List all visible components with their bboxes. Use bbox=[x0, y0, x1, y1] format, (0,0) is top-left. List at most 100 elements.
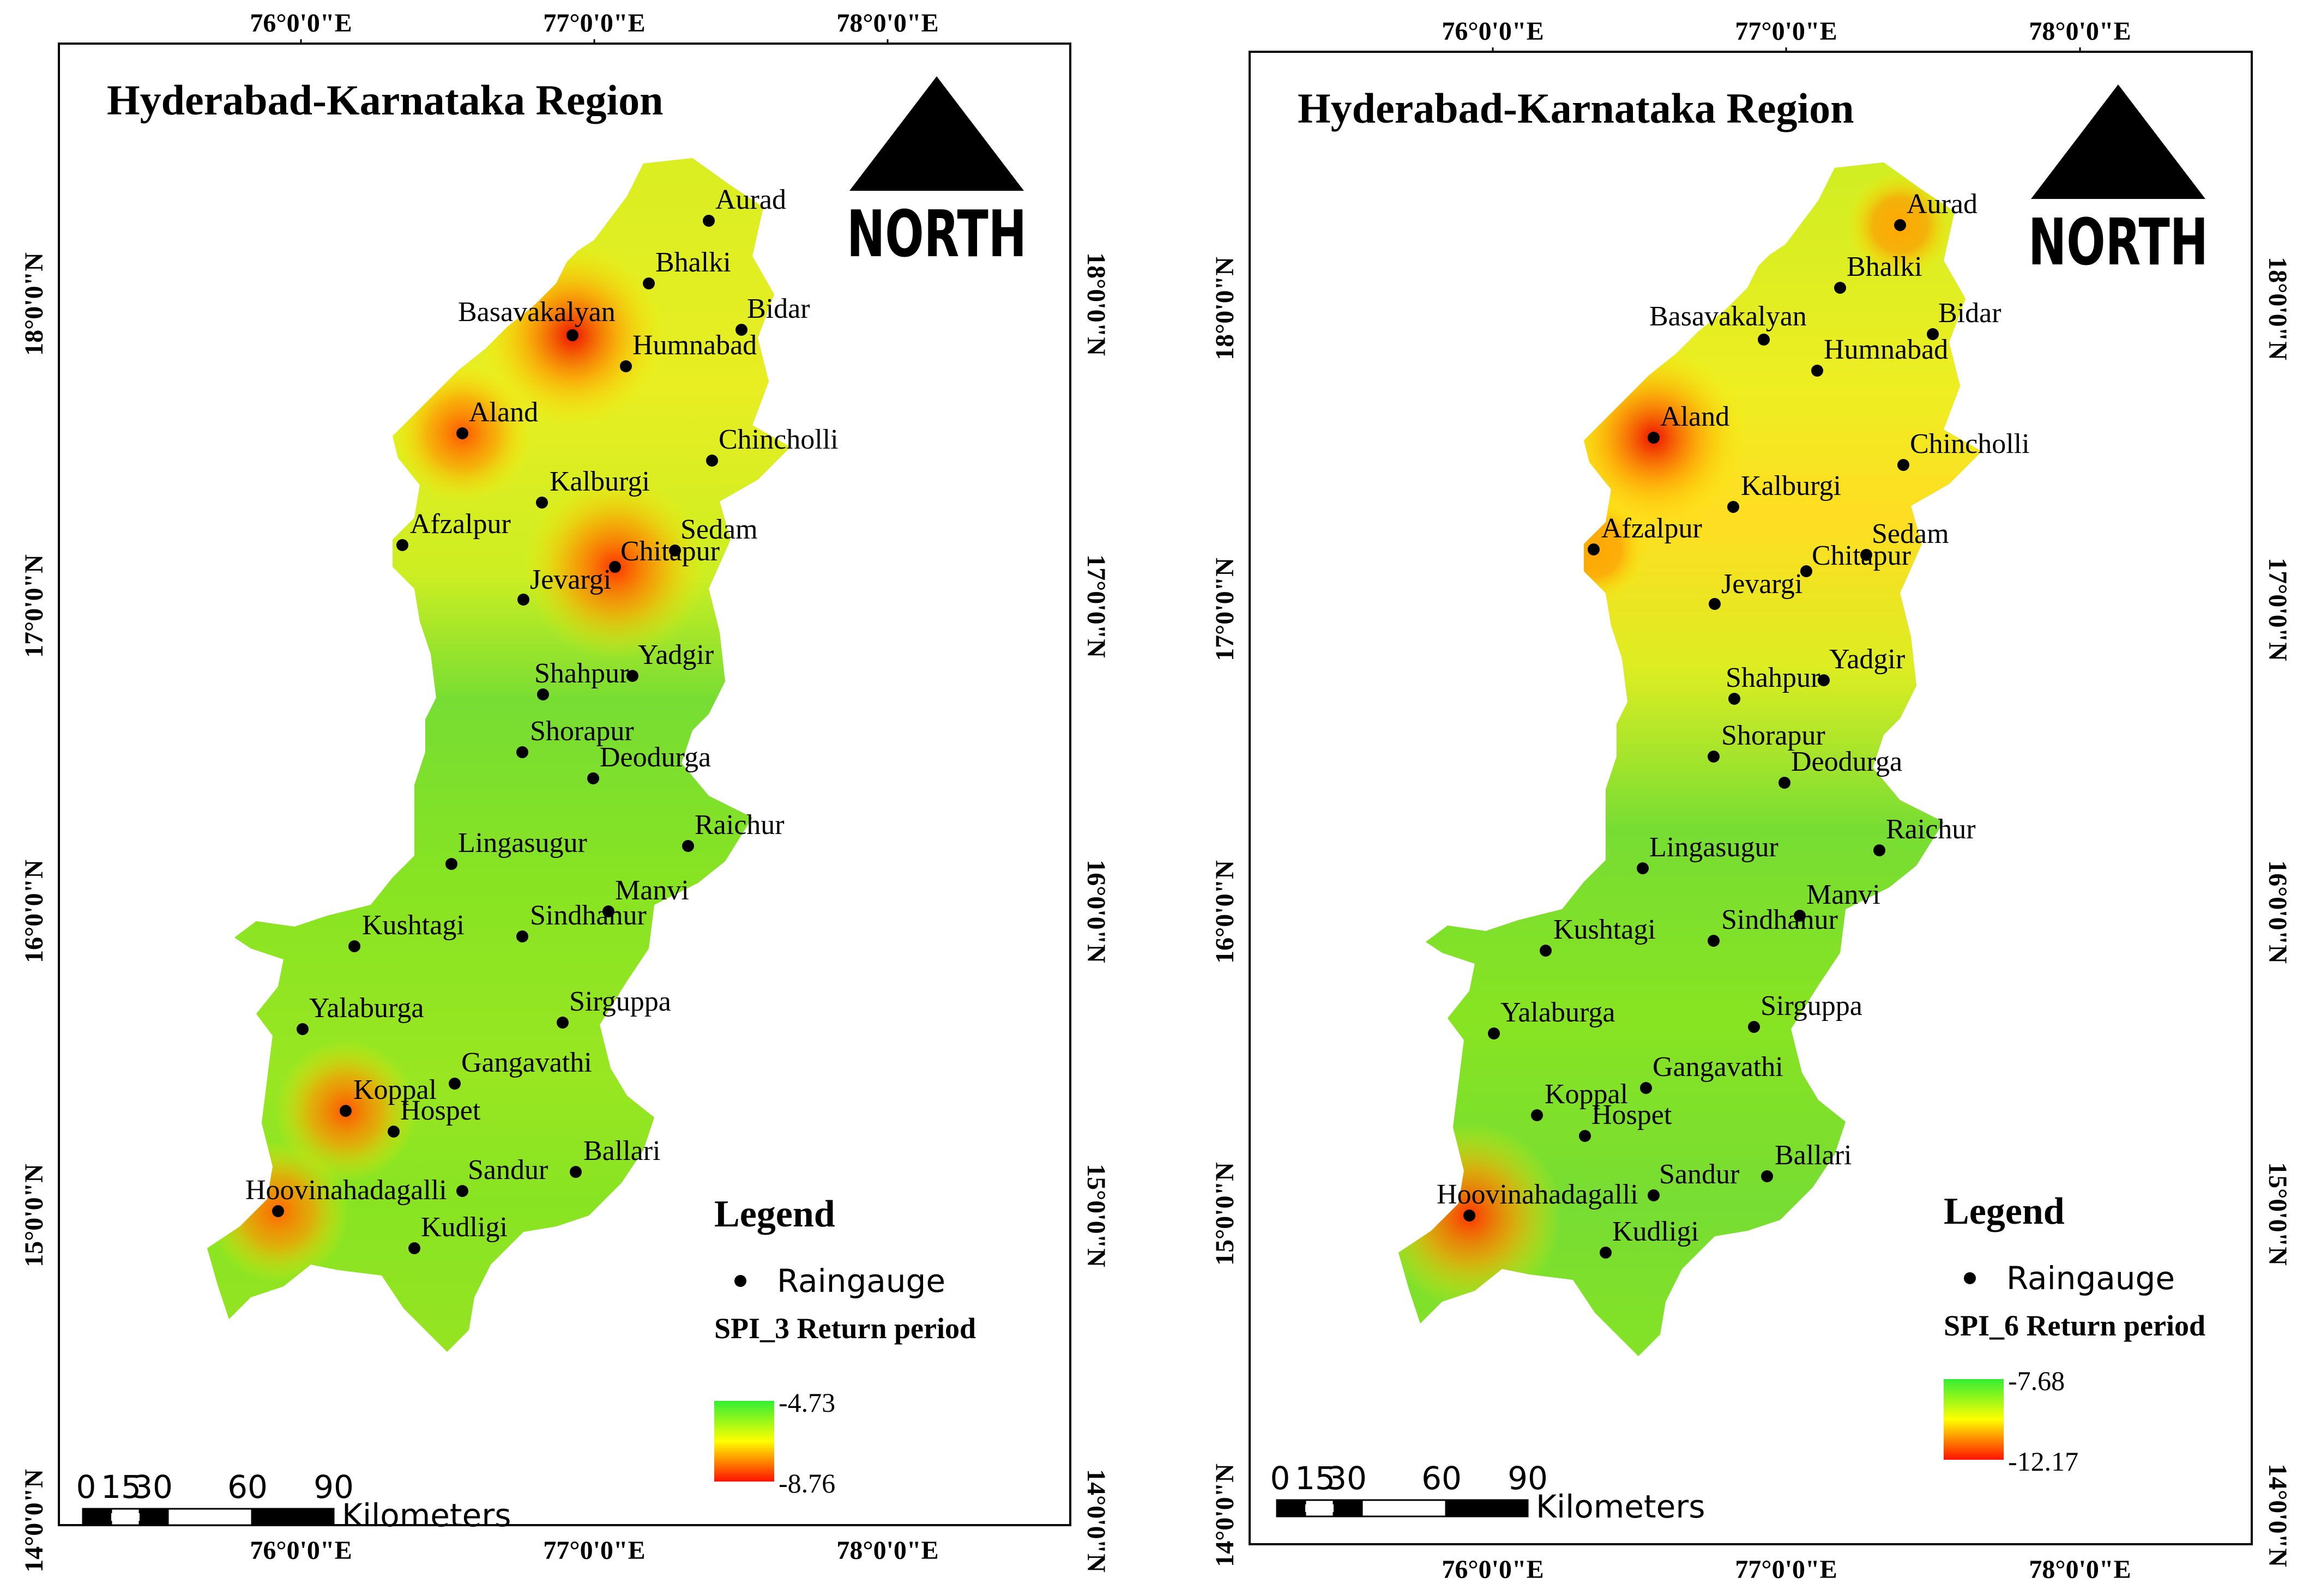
station-bidar: Bidar bbox=[735, 293, 810, 336]
raingauge-point bbox=[1531, 1109, 1543, 1121]
lat-tick-left: 16°0'0"N bbox=[20, 860, 49, 963]
station-label: Kalburgi bbox=[1741, 470, 1841, 501]
station-label: Kalburgi bbox=[550, 466, 650, 497]
station-label: Kudligi bbox=[421, 1212, 508, 1243]
raingauge-point bbox=[449, 1078, 461, 1090]
station-label: Koppal bbox=[353, 1074, 437, 1105]
station-label: Aland bbox=[1660, 401, 1729, 432]
legend-ramp-max: -4.73 bbox=[779, 1387, 835, 1418]
north-label: NORTH bbox=[2028, 204, 2208, 280]
lon-tick-bottom: 78°0'0"E bbox=[2029, 1555, 2131, 1584]
lat-tick-left: 18°0'0"N bbox=[20, 252, 49, 356]
lon-tick-top: 76°0'0"E bbox=[1442, 17, 1544, 46]
raingauge-point bbox=[517, 594, 529, 606]
raingauge-point bbox=[456, 427, 468, 439]
raingauge-point bbox=[272, 1205, 284, 1217]
station-label: Afzalpur bbox=[410, 509, 511, 540]
lat-tick-left: 16°0'0"N bbox=[1210, 860, 1239, 964]
raingauge-point bbox=[682, 840, 694, 852]
raingauge-point bbox=[1779, 777, 1790, 789]
legend-color-ramp bbox=[714, 1401, 774, 1482]
raingauge-point bbox=[1648, 432, 1660, 444]
station-label: Sandur bbox=[468, 1154, 548, 1186]
raingauge-point bbox=[566, 329, 578, 341]
station-label: Jevargi bbox=[530, 564, 611, 595]
lon-tick-bottom: 77°0'0"E bbox=[1735, 1555, 1837, 1584]
raingauge-point bbox=[1579, 1130, 1591, 1142]
station-chitapur: Chitapur bbox=[1800, 540, 1911, 577]
station-shahpur: Shahpur bbox=[534, 658, 629, 700]
station-label: Sedam bbox=[1872, 518, 1949, 549]
station-manvi: Manvi bbox=[1794, 879, 1880, 922]
lat-tick-right: 16°0'0"N bbox=[2263, 860, 2292, 964]
station-label: Kushtagi bbox=[1553, 914, 1656, 945]
station-label: Jevargi bbox=[1721, 569, 1802, 600]
station-label: Ballari bbox=[1775, 1140, 1852, 1171]
raingauge-point bbox=[1758, 334, 1770, 346]
lat-tick-right: 15°0'0"N bbox=[2263, 1162, 2292, 1266]
station-label: Humnabad bbox=[1824, 334, 1948, 365]
raingauge-point bbox=[1637, 862, 1649, 874]
raingauge-point bbox=[537, 688, 549, 700]
raingauge-point bbox=[1709, 598, 1721, 610]
legend-point-label: Raingauge bbox=[2006, 1260, 2175, 1297]
station-yalaburga: Yalaburga bbox=[297, 993, 424, 1035]
legend: Legend Raingauge SPI_6 Return period -7.68 -… bbox=[1944, 1190, 2205, 1477]
raingauge-point bbox=[570, 1166, 582, 1178]
station-jevargi: Jevargi bbox=[517, 564, 611, 606]
raingauge-point bbox=[348, 940, 360, 952]
station-yalaburga: Yalaburga bbox=[1488, 997, 1615, 1039]
raingauge-point bbox=[643, 277, 655, 289]
station-sandur: Sandur bbox=[456, 1154, 548, 1197]
station-label: Shahpur bbox=[534, 658, 629, 689]
lon-tick-bottom: 76°0'0"E bbox=[1442, 1555, 1544, 1584]
legend-ramp-title: SPI_3 Return period bbox=[714, 1312, 976, 1345]
raingauge-point bbox=[735, 324, 747, 336]
raingauge-point bbox=[1761, 1170, 1773, 1182]
station-label: Lingasugur bbox=[1649, 832, 1779, 863]
station-label: Gangavathi bbox=[461, 1047, 592, 1078]
lat-tick-left: 14°0'0"N bbox=[20, 1469, 49, 1573]
raingauge-point bbox=[297, 1023, 309, 1035]
scale-label: 30 bbox=[1327, 1460, 1367, 1497]
station-label: Afzalpur bbox=[1601, 513, 1702, 544]
station-chincholli: Chincholli bbox=[1897, 428, 2030, 471]
lat-tick-right: 14°0'0"N bbox=[2263, 1464, 2292, 1567]
station-label: Deodurga bbox=[1791, 746, 1902, 777]
lat-tick-left: 15°0'0"N bbox=[20, 1164, 49, 1267]
station-label: Koppal bbox=[1545, 1079, 1628, 1110]
station-humnabad: Humnabad bbox=[620, 330, 757, 372]
station-label: Sindhanur bbox=[530, 900, 647, 931]
lat-tick-left: 17°0'0"N bbox=[20, 554, 49, 658]
scale-label: 0 bbox=[1270, 1460, 1291, 1497]
station-afzalpur: Afzalpur bbox=[396, 509, 511, 551]
scale-label: 15 bbox=[1295, 1460, 1335, 1497]
station-sindhanur: Sindhanur bbox=[516, 900, 647, 942]
station-label: Shorapur bbox=[530, 716, 634, 747]
raingauge-point bbox=[1727, 501, 1739, 513]
station-yadgir: Yadgir bbox=[1818, 644, 1905, 686]
station-label: Sirguppa bbox=[569, 986, 671, 1017]
legend-ramp-min: -12.17 bbox=[2008, 1446, 2078, 1477]
lon-tick-top: 76°0'0"E bbox=[250, 9, 352, 38]
station-label: Hospet bbox=[1591, 1099, 1672, 1130]
lat-tick-left: 14°0'0"N bbox=[1210, 1464, 1239, 1567]
station-label: Chitapur bbox=[1812, 540, 1911, 571]
station-label: Ballari bbox=[583, 1135, 661, 1166]
station-label: Humnabad bbox=[632, 330, 757, 361]
raingauge-point bbox=[388, 1126, 400, 1138]
raingauge-point bbox=[1834, 282, 1846, 294]
lon-tick-top: 78°0'0"E bbox=[2029, 17, 2131, 46]
station-afzalpur: Afzalpur bbox=[1588, 513, 1702, 555]
legend-ramp-min: -8.76 bbox=[779, 1468, 835, 1498]
raingauge-point bbox=[1708, 751, 1720, 763]
station-label: Kudligi bbox=[1612, 1216, 1699, 1247]
raingauge-point bbox=[1894, 219, 1906, 231]
station-shorapur: Shorapur bbox=[1708, 720, 1825, 763]
station-label: Basavakalyan bbox=[458, 297, 616, 328]
station-manvi: Manvi bbox=[602, 875, 689, 917]
scale-label: 0 bbox=[76, 1468, 97, 1506]
station-label: Yadgir bbox=[1829, 644, 1905, 675]
raingauge-point bbox=[516, 746, 528, 758]
legend-point-icon bbox=[1964, 1272, 1976, 1284]
